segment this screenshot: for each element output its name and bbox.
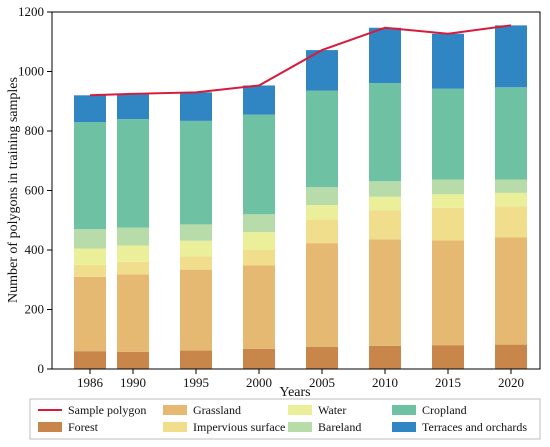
bar-segment-grassland-1995 [180,269,212,351]
bar-segment-forest-2005 [306,346,338,369]
bar-segment-bareland-2020 [495,179,527,193]
bar-segment-impervious-surface-1995 [180,256,212,270]
bar-segment-cropland-2000 [243,114,275,215]
bar-segment-bareland-1986 [74,229,106,249]
bar-segment-cropland-2020 [495,87,527,180]
bar-segment-cropland-1990 [117,119,149,228]
bar-segment-terraces-and-orchards-2020 [495,25,527,88]
legend-swatch-cropland [392,405,416,415]
bar-segment-bareland-2005 [306,187,338,206]
x-tick-label-1990: 1990 [120,375,146,390]
bars-layer [74,25,527,369]
bar-segment-terraces-and-orchards-2015 [432,33,464,89]
bar-segment-cropland-1995 [180,120,212,225]
bar-segment-impervious-surface-2000 [243,250,275,266]
legend-swatch-impervious-surface [163,422,187,432]
x-tick-label-2020: 2020 [498,375,524,390]
bar-segment-water-2005 [306,205,338,220]
legend-label-bareland: Bareland [318,420,361,434]
bar-segment-impervious-surface-2005 [306,219,338,244]
bar-segment-water-1990 [117,245,149,262]
bar-segment-forest-2020 [495,344,527,369]
legend-label-forest: Forest [68,420,99,434]
bar-segment-water-2000 [243,232,275,250]
bar-segment-water-1995 [180,240,212,257]
legend-swatch-terraces-and-orchards [392,422,416,432]
x-tick-label-2015: 2015 [435,375,461,390]
y-tick-label-400: 400 [25,242,45,257]
x-tick-label-1986: 1986 [77,375,104,390]
x-axis-label: Years [279,385,310,400]
bar-segment-grassland-1986 [74,276,106,352]
bar-segment-cropland-2010 [369,83,401,182]
bar-segment-forest-2015 [432,345,464,369]
line-layer [89,24,512,97]
legend-box [29,398,541,440]
y-tick-label-1200: 1200 [18,4,44,19]
y-tick-label-800: 800 [25,123,45,138]
x-tick-label-2000: 2000 [246,375,272,390]
bar-segment-grassland-1990 [117,274,149,352]
bar-segment-forest-2010 [369,345,401,369]
bar-segment-grassland-2020 [495,237,527,345]
bar-segment-bareland-1990 [117,227,149,246]
y-tick-label-600: 600 [25,183,45,198]
legend-label-cropland: Cropland [422,403,467,417]
bar-segment-water-1986 [74,248,106,265]
x-tick-label-1995: 1995 [183,375,209,390]
axes-layer: 0 200 400 600 800 1000 1200 1986 1990 1995 2000 200… [18,4,541,390]
bar-segment-water-2020 [495,192,527,207]
bar-segment-water-2010 [369,196,401,211]
bar-segment-impervious-surface-2010 [369,210,401,240]
bar-segment-grassland-2005 [306,243,338,347]
bar-segment-grassland-2015 [432,240,464,346]
bar-segment-cropland-2015 [432,88,464,180]
bar-segment-bareland-1995 [180,224,212,241]
bar-segment-impervious-surface-1986 [74,264,106,277]
y-axis-label: Number of polygons in training samples [6,77,21,303]
bar-segment-terraces-and-orchards-2010 [369,27,401,84]
legend-label-sample-polygon: Sample polygon [68,403,146,417]
y-tick-label-0: 0 [38,361,45,376]
bar-segment-terraces-and-orchards-1995 [180,92,212,121]
legend-label-impervious-surface: Impervious surface [193,420,285,434]
legend-label-grassland: Grassland [193,403,241,417]
x-tick-label-2010: 2010 [372,375,398,390]
bar-segment-grassland-2010 [369,239,401,346]
legend-swatch-grassland [163,405,187,415]
bar-segment-impervious-surface-2020 [495,206,527,238]
bar-segment-water-2015 [432,194,464,208]
y-tick-label-1000: 1000 [18,64,44,79]
bar-segment-forest-1995 [180,350,212,369]
bar-segment-bareland-2000 [243,214,275,233]
legend-label-water: Water [318,403,346,417]
bar-segment-impervious-surface-1990 [117,261,149,275]
legend-swatch-forest [38,422,62,432]
legend-swatch-water [288,405,312,415]
bar-segment-grassland-2000 [243,265,275,349]
bar-segment-impervious-surface-2015 [432,207,464,241]
bar-segment-forest-2000 [243,348,275,369]
legend: Sample polygon Forest Grassland Impervious … [29,398,541,440]
x-tick-label-2005: 2005 [309,375,335,390]
bar-segment-terraces-and-orchards-1990 [117,93,149,120]
y-tick-label-200: 200 [25,302,45,317]
bar-segment-terraces-and-orchards-1986 [74,95,106,123]
bar-segment-bareland-2015 [432,179,464,195]
legend-label-terraces-and-orchards: Terraces and orchards [422,420,527,434]
legend-swatch-bareland [288,422,312,432]
bar-segment-forest-1986 [74,351,106,369]
bar-segment-cropland-2005 [306,90,338,188]
line-sample-polygon [89,24,512,97]
bar-segment-bareland-2010 [369,181,401,197]
bar-segment-cropland-1986 [74,122,106,230]
bar-segment-forest-1990 [117,351,149,369]
bar-segment-terraces-and-orchards-2000 [243,85,275,115]
